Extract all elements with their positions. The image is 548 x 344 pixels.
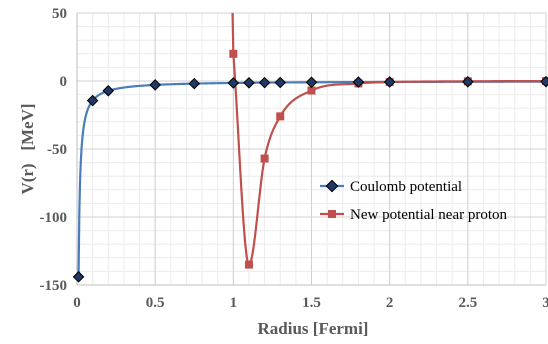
x-tick-label: 1.5 — [302, 295, 321, 311]
y-tick-label: -150 — [40, 278, 68, 294]
coulomb-point — [86, 94, 99, 107]
new-potential-point — [276, 112, 285, 121]
y-tick-label: 0 — [60, 74, 68, 90]
coulomb-point — [188, 77, 201, 90]
legend-label-coulomb: Coulomb potential — [350, 179, 462, 195]
new-potential-point — [307, 86, 316, 95]
legend-marker-coulomb — [325, 179, 339, 193]
coulomb-point — [72, 271, 85, 283]
coulomb-point — [383, 76, 396, 88]
coulomb-point — [305, 76, 318, 89]
x-tick-label: 0 — [73, 295, 81, 311]
x-tick-label: 2 — [386, 295, 394, 311]
x-axis-title: Radius [Fermi] — [258, 319, 369, 338]
legend-marker-new-potential — [328, 210, 336, 218]
series-markers — [72, 49, 548, 283]
coulomb-point — [243, 76, 255, 89]
y-tick-label: -50 — [47, 142, 67, 158]
coulomb-point — [102, 84, 115, 97]
x-tick-label: 3 — [542, 295, 548, 311]
coulomb-point — [227, 77, 240, 89]
coulomb-point — [149, 79, 161, 91]
y-tick-label: 50 — [52, 6, 67, 22]
coulomb-point — [258, 76, 271, 89]
x-tick-label: 2.5 — [458, 295, 477, 311]
coulomb-point — [352, 76, 365, 88]
new-potential-point — [244, 260, 253, 269]
coulomb-point — [540, 75, 548, 88]
tick-labels: 0 0.5 1 1.5 2 2.5 3 50 0 -50 -100 -150 — [40, 6, 548, 311]
coulomb-point — [462, 75, 474, 88]
coulomb-potential-line — [77, 80, 546, 277]
x-tick-label: 0.5 — [146, 295, 165, 311]
legend: Coulomb potential New potential near pro… — [320, 179, 508, 223]
legend-item-new-potential: New potential near proton — [320, 207, 508, 223]
series-lines — [77, 12, 546, 277]
y-tick-label: -100 — [40, 210, 68, 226]
legend-label-new-potential: New potential near proton — [350, 207, 508, 223]
x-tick-label: 1 — [230, 295, 238, 311]
y-axis-title: V(r) [MeV] — [18, 103, 37, 194]
new-potential-point — [229, 49, 238, 58]
axes — [76, 13, 546, 286]
coulomb-point — [274, 76, 287, 89]
legend-item-coulomb: Coulomb potential — [320, 179, 462, 195]
new-potential-point — [260, 154, 269, 163]
